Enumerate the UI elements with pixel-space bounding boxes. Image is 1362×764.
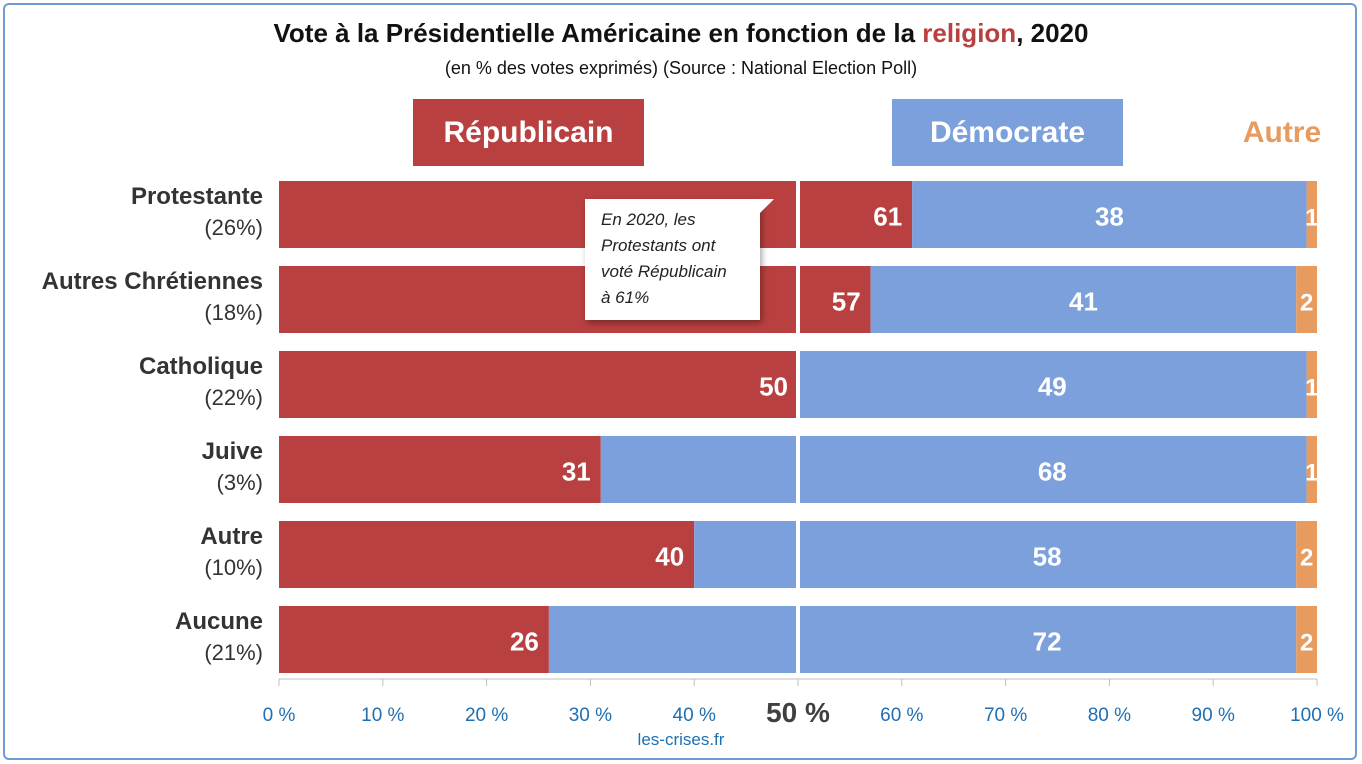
legend-other: Autre — [1242, 115, 1322, 149]
category-name: Juive — [201, 438, 263, 465]
value-label-other: 1 — [1305, 375, 1318, 402]
protestant-callout: En 2020, les Protestants ont voté Républ… — [585, 199, 774, 320]
bar-republican — [279, 266, 871, 333]
value-label-democrat: 58 — [1033, 542, 1062, 572]
bar-republican — [279, 521, 695, 588]
category-label: Autre (10%) — [0, 522, 263, 584]
legend-democrat: Démocrate — [892, 99, 1123, 166]
x-tick-label: 0 % — [263, 705, 296, 726]
bar-other — [1296, 521, 1317, 588]
category-label: Protestante (26%) — [0, 182, 263, 244]
x-tick-label: 40 % — [673, 705, 716, 726]
callout-line: voté Républicain — [601, 262, 727, 281]
x-tick-label: 90 % — [1192, 705, 1235, 726]
x-tick-label: 100 % — [1290, 705, 1344, 726]
bar-republican — [279, 606, 549, 673]
bar-other — [1296, 606, 1317, 673]
callout-line: En 2020, les — [601, 210, 696, 229]
category-label: Juive (3%) — [0, 437, 263, 499]
callout-line: Protestants ont — [601, 236, 716, 255]
bar-other — [1296, 266, 1317, 333]
category-share: (22%) — [204, 385, 263, 410]
value-label-democrat: 41 — [1069, 287, 1098, 317]
chart-subtitle: (en % des votes exprimés) (Source : Nati… — [444, 58, 918, 78]
bar-other — [1306, 351, 1317, 418]
callout-line: à 61% — [601, 288, 650, 307]
bar-democrat — [600, 436, 1307, 503]
value-label-other: 1 — [1305, 205, 1318, 232]
value-label-republican: 57 — [832, 287, 861, 317]
bar-republican — [279, 351, 798, 418]
value-label-other: 2 — [1300, 545, 1313, 572]
value-label-other: 2 — [1300, 290, 1313, 317]
title-text: Vote à la Présidentielle Américaine en f… — [273, 18, 923, 48]
x-tick-label: 50 % — [766, 697, 830, 728]
value-label-democrat: 68 — [1038, 457, 1067, 487]
x-tick-label: 20 % — [465, 705, 508, 726]
bar-republican — [279, 436, 601, 503]
value-label-democrat: 38 — [1095, 202, 1124, 232]
category-label: Aucune (21%) — [0, 607, 263, 669]
x-tick-label: 10 % — [361, 705, 404, 726]
category-share: (3%) — [216, 470, 263, 495]
category-share: (21%) — [204, 640, 263, 665]
source-footer: les-crises.fr — [637, 730, 725, 749]
bar-democrat — [548, 606, 1297, 673]
bar-democrat — [870, 266, 1297, 333]
value-label-other: 2 — [1300, 630, 1313, 657]
title-year: , 2020 — [1016, 18, 1089, 48]
value-label-republican: 50 — [759, 372, 788, 402]
category-name: Autre — [200, 523, 263, 550]
x-tick-label: 60 % — [880, 705, 923, 726]
value-label-republican: 61 — [873, 202, 902, 232]
value-label-republican: 40 — [655, 542, 684, 572]
bar-democrat — [694, 521, 1297, 588]
category-share: (18%) — [204, 300, 263, 325]
legend-republican: Républicain — [413, 99, 644, 166]
category-share: (26%) — [204, 215, 263, 240]
midline-separator — [796, 177, 800, 689]
value-label-democrat: 49 — [1038, 372, 1067, 402]
chart-title: Vote à la Présidentielle Américaine en f… — [0, 18, 1362, 49]
x-tick-label: 30 % — [569, 705, 612, 726]
value-label-republican: 26 — [510, 627, 539, 657]
x-tick-label: 80 % — [1088, 705, 1131, 726]
bar-democrat — [798, 351, 1307, 418]
category-label: Autres Chrétiennes (18%) — [0, 267, 263, 329]
x-tick-label: 70 % — [984, 705, 1027, 726]
title-accent: religion — [922, 18, 1017, 48]
value-label-republican: 31 — [562, 457, 591, 487]
category-label: Catholique (22%) — [0, 352, 263, 414]
category-share: (10%) — [204, 555, 263, 580]
bar-democrat — [912, 181, 1307, 248]
category-name: Aucune — [174, 608, 263, 635]
category-name: Protestante — [130, 183, 263, 210]
value-label-democrat: 72 — [1033, 627, 1062, 657]
category-name: Catholique — [139, 353, 263, 380]
value-label-other: 1 — [1305, 460, 1318, 487]
bar-other — [1306, 181, 1317, 248]
bar-other — [1306, 436, 1317, 503]
category-name: Autres Chrétiennes — [41, 268, 263, 295]
